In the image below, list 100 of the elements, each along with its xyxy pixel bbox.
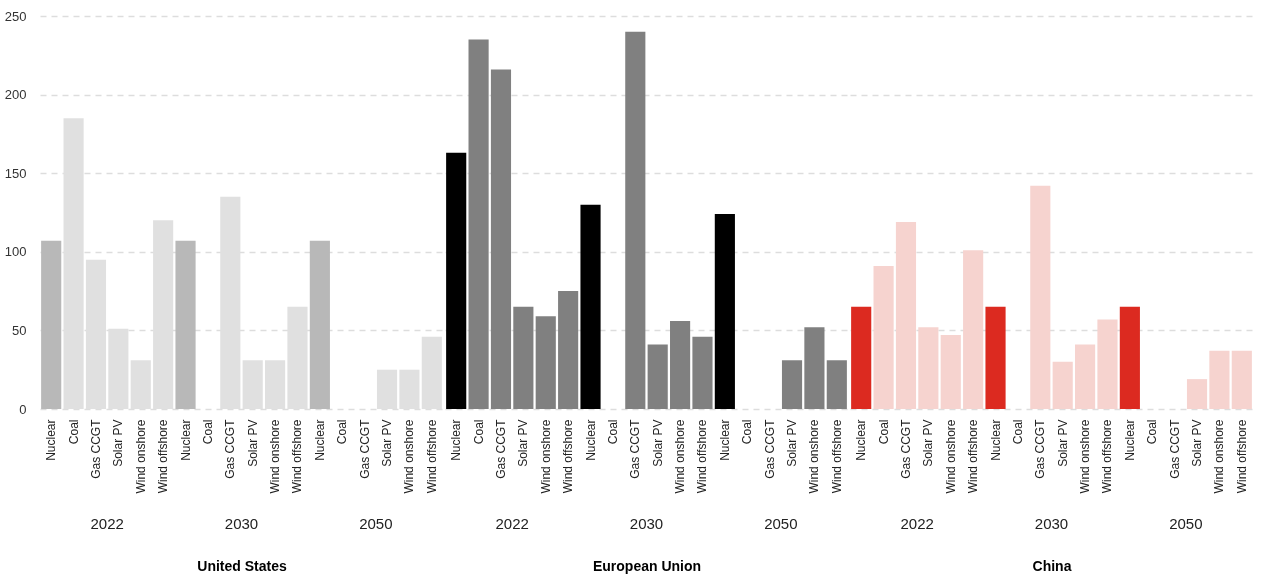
bar: [647, 344, 668, 409]
x-tick-label: Coal: [335, 419, 350, 445]
bar: [490, 69, 512, 409]
bar: [1186, 379, 1208, 409]
x-tick-label: Solar PV: [1190, 419, 1205, 467]
y-tick-label: 150: [4, 165, 27, 181]
x-tick-label: Gas CCGT: [898, 418, 913, 479]
bar: [625, 31, 646, 409]
y-tick-label: 200: [4, 87, 27, 103]
x-tick-label: Wind onshore: [133, 419, 148, 494]
y-tick-label: 50: [12, 322, 27, 338]
x-tick-label: Wind onshore: [402, 419, 417, 494]
x-tick-label: Solar PV: [111, 419, 126, 467]
text: 2030: [1034, 515, 1069, 532]
x-tick-label: Wind offshore: [1234, 419, 1249, 494]
x-tick-label: Nuclear: [312, 419, 327, 461]
x-tick-label: Wind onshore: [1212, 419, 1227, 494]
x-tick-label: Wind onshore: [1078, 419, 1093, 494]
y-tick-label: 100: [4, 244, 27, 260]
x-tick-label: Solar PV: [650, 419, 665, 467]
y-tick-label: 0: [19, 401, 27, 417]
x-tick-label: Nuclear: [583, 419, 598, 461]
x-tick-label: Wind onshore: [673, 419, 688, 494]
x-tick-label: Nuclear: [1122, 419, 1137, 461]
bar: [513, 306, 534, 409]
x-tick-label: Solar PV: [785, 419, 800, 467]
x-tick-label: Coal: [200, 419, 215, 445]
x-tick-label: Nuclear: [44, 419, 59, 461]
bar: [1231, 350, 1252, 409]
text: 2030: [629, 515, 664, 532]
x-tick-label: Coal: [1145, 419, 1160, 445]
x-tick-label: Gas CCGT: [223, 418, 238, 479]
bar: [918, 327, 939, 409]
bar: [851, 306, 872, 409]
text: 2022: [495, 515, 529, 532]
x-tick-label: Nuclear: [178, 419, 193, 461]
x-tick-label: Solar PV: [921, 419, 936, 467]
x-tick-label: Gas CCGT: [762, 418, 777, 479]
x-tick-label: Coal: [471, 419, 486, 445]
text: 2022: [90, 515, 124, 532]
bar: [175, 240, 196, 409]
x-tick-label: Gas CCGT: [1033, 418, 1048, 479]
bar: [558, 291, 579, 409]
x-tick-label: Wind offshore: [561, 419, 576, 494]
bar: [1052, 361, 1073, 409]
bar: [1030, 185, 1051, 409]
text: 2022: [900, 515, 934, 532]
x-tick-label: Wind offshore: [966, 419, 981, 494]
bar: [535, 316, 556, 409]
bar: [41, 240, 62, 409]
bar: [580, 204, 601, 409]
bar: [1097, 319, 1118, 409]
x-tick-label: Gas CCGT: [628, 418, 643, 479]
bar: [1075, 344, 1096, 409]
text: 2050: [359, 515, 393, 532]
x-axis-title: China: [1032, 557, 1072, 574]
bar: [670, 320, 691, 409]
bar: [963, 250, 984, 409]
bar: [1209, 350, 1230, 409]
bar: [309, 240, 330, 409]
x-tick-label: Wind onshore: [538, 419, 553, 494]
x-tick-label: Solar PV: [380, 419, 395, 467]
x-tick-label: Solar PV: [516, 419, 531, 467]
x-axis-title: United States: [197, 557, 287, 574]
bar: [826, 360, 847, 409]
x-tick-label: Coal: [605, 419, 620, 445]
x-tick-label: Wind offshore: [424, 419, 439, 494]
x-tick-label: Gas CCGT: [493, 418, 508, 479]
x-tick-label: Wind offshore: [156, 419, 171, 494]
text: 2050: [1169, 515, 1203, 532]
x-tick-label: Gas CCGT: [357, 418, 372, 479]
x-tick-label: Wind offshore: [695, 419, 710, 494]
x-tick-label: Gas CCGT: [1167, 418, 1182, 479]
text: 2050: [764, 515, 798, 532]
bar: [804, 327, 825, 409]
x-axis-title: European Union: [592, 557, 702, 574]
x-tick-label: Coal: [66, 419, 81, 445]
x-tick-label: Wind onshore: [943, 419, 958, 494]
x-tick-label: Wind offshore: [290, 419, 305, 494]
bar: [692, 336, 713, 409]
x-tick-label: Nuclear: [854, 419, 869, 461]
x-tick-label: Nuclear: [449, 419, 464, 461]
x-tick-label: Solar PV: [245, 419, 260, 467]
x-tick-label: Wind onshore: [268, 419, 283, 494]
x-tick-label: Nuclear: [717, 419, 732, 461]
bar: [446, 152, 467, 409]
x-tick-label: Wind onshore: [807, 419, 822, 494]
x-tick-label: Coal: [876, 419, 891, 445]
bar: [985, 306, 1006, 409]
bar: [714, 214, 735, 409]
bar: [468, 39, 489, 409]
x-tick-label: Gas CCGT: [88, 418, 103, 479]
x-tick-label: Coal: [1010, 419, 1025, 445]
x-tick-label: Solar PV: [1055, 419, 1070, 467]
bar: [873, 265, 894, 409]
y-tick-label: 250: [4, 8, 27, 24]
x-tick-label: Wind offshore: [829, 419, 844, 494]
text: 2030: [224, 515, 259, 532]
bar: [1119, 306, 1140, 409]
bar: [781, 360, 803, 409]
